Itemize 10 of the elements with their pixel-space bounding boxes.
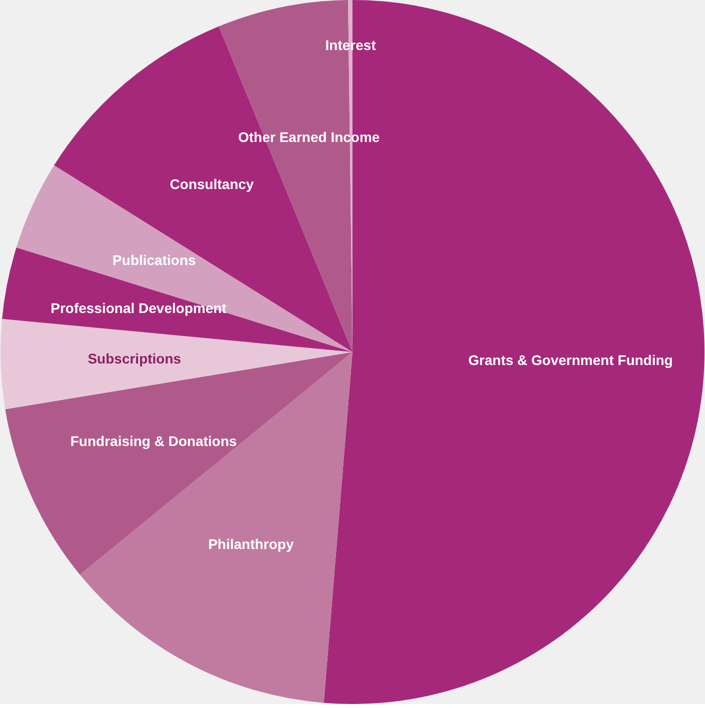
- pie-slice: [5, 352, 352, 575]
- pie-slice: [0, 318, 352, 410]
- slice-label: Publications: [112, 252, 196, 268]
- slice-label: Fundraising & Donations: [70, 432, 238, 449]
- slice-label: Grants & Government Funding: [468, 352, 673, 368]
- slice-label: Consultancy: [170, 176, 254, 192]
- slice-label: Subscriptions: [88, 350, 182, 367]
- pie-slice: [16, 165, 352, 352]
- slice-label: Philanthropy: [208, 536, 294, 552]
- slice-label: Interest: [325, 36, 376, 53]
